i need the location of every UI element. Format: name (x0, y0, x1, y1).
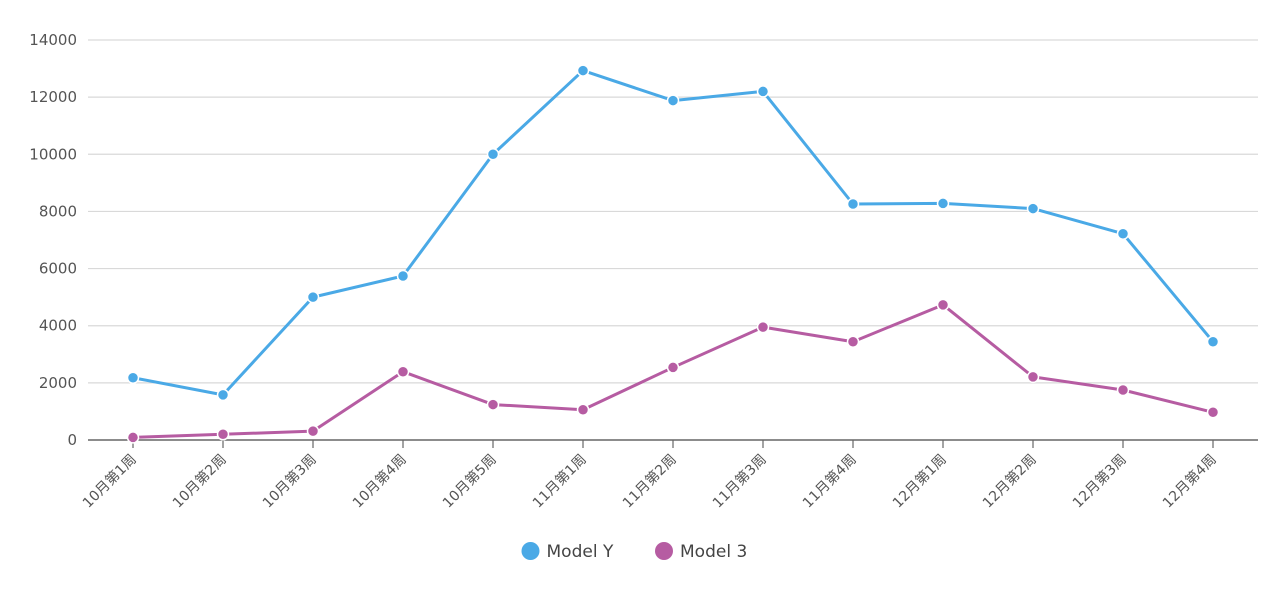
data-point[interactable] (396, 365, 410, 378)
y-axis: 0 2000 4000 6000 8000 10000 12000 14000 (29, 31, 77, 449)
legend-label: Model 3 (680, 542, 747, 562)
data-point[interactable] (486, 148, 500, 161)
y-tick-label: 4000 (39, 317, 77, 335)
x-tick-label: 11月第4周 (799, 451, 860, 512)
data-point[interactable] (936, 197, 950, 210)
x-tick-label: 11月第1周 (529, 451, 590, 512)
data-point[interactable] (396, 269, 410, 283)
x-tick-label: 10月第3周 (259, 451, 320, 512)
data-point[interactable] (846, 335, 860, 348)
data-point[interactable] (126, 371, 140, 384)
x-tick-label: 12月第2周 (979, 451, 1040, 512)
data-point[interactable] (1026, 202, 1040, 215)
data-point[interactable] (306, 290, 320, 304)
y-tick-label: 0 (67, 431, 77, 449)
y-tick-label: 6000 (39, 260, 77, 278)
data-point[interactable] (126, 431, 140, 444)
data-point[interactable] (1116, 227, 1130, 240)
data-point[interactable] (1206, 406, 1220, 419)
x-tick-label: 11月第2周 (619, 451, 680, 512)
y-tick-label: 2000 (39, 374, 77, 392)
y-tick-label: 8000 (39, 202, 77, 220)
x-tick-label: 12月第4周 (1159, 451, 1220, 512)
data-point[interactable] (666, 94, 680, 107)
x-tick-label: 10月第2周 (169, 451, 230, 512)
x-tick-label: 10月第5周 (439, 451, 500, 512)
y-tick-label: 12000 (29, 88, 77, 106)
data-point[interactable] (486, 398, 500, 411)
data-point[interactable] (1206, 335, 1220, 348)
data-point[interactable] (306, 424, 320, 438)
data-point[interactable] (216, 388, 230, 402)
data-point[interactable] (216, 428, 230, 441)
data-point[interactable] (1026, 370, 1040, 384)
data-point[interactable] (666, 361, 680, 374)
x-tick-label: 12月第1周 (889, 451, 950, 512)
x-axis: 10月第1周 10月第2周 10月第3周 10月第4周 10月第5周 11月第1周 11月第… (79, 439, 1258, 512)
legend-label: Model Y (547, 542, 614, 562)
data-point[interactable] (1116, 383, 1130, 397)
data-point[interactable] (756, 85, 770, 98)
legend-item[interactable]: Model 3 (655, 542, 747, 562)
series-line (131, 69, 1215, 397)
legend-swatch (655, 542, 673, 560)
series-group (126, 298, 1220, 444)
x-tick-label: 10月第4周 (349, 451, 410, 512)
data-point[interactable] (576, 64, 590, 77)
y-tick-label: 10000 (29, 145, 77, 163)
legend-item[interactable]: Model Y (521, 542, 614, 562)
data-point[interactable] (576, 403, 590, 416)
y-tick-label: 14000 (29, 31, 77, 49)
series (126, 64, 1220, 444)
data-point[interactable] (846, 197, 860, 211)
series-group (126, 64, 1220, 402)
legend-swatch (521, 542, 540, 560)
grid (88, 39, 1258, 384)
x-tick-label: 11月第3周 (709, 451, 770, 512)
data-point[interactable] (936, 298, 950, 312)
data-point[interactable] (756, 320, 770, 334)
x-tick-label: 10月第1周 (79, 451, 140, 512)
legend: Model Y Model 3 (521, 542, 747, 562)
x-tick-label: 12月第3周 (1069, 451, 1130, 512)
